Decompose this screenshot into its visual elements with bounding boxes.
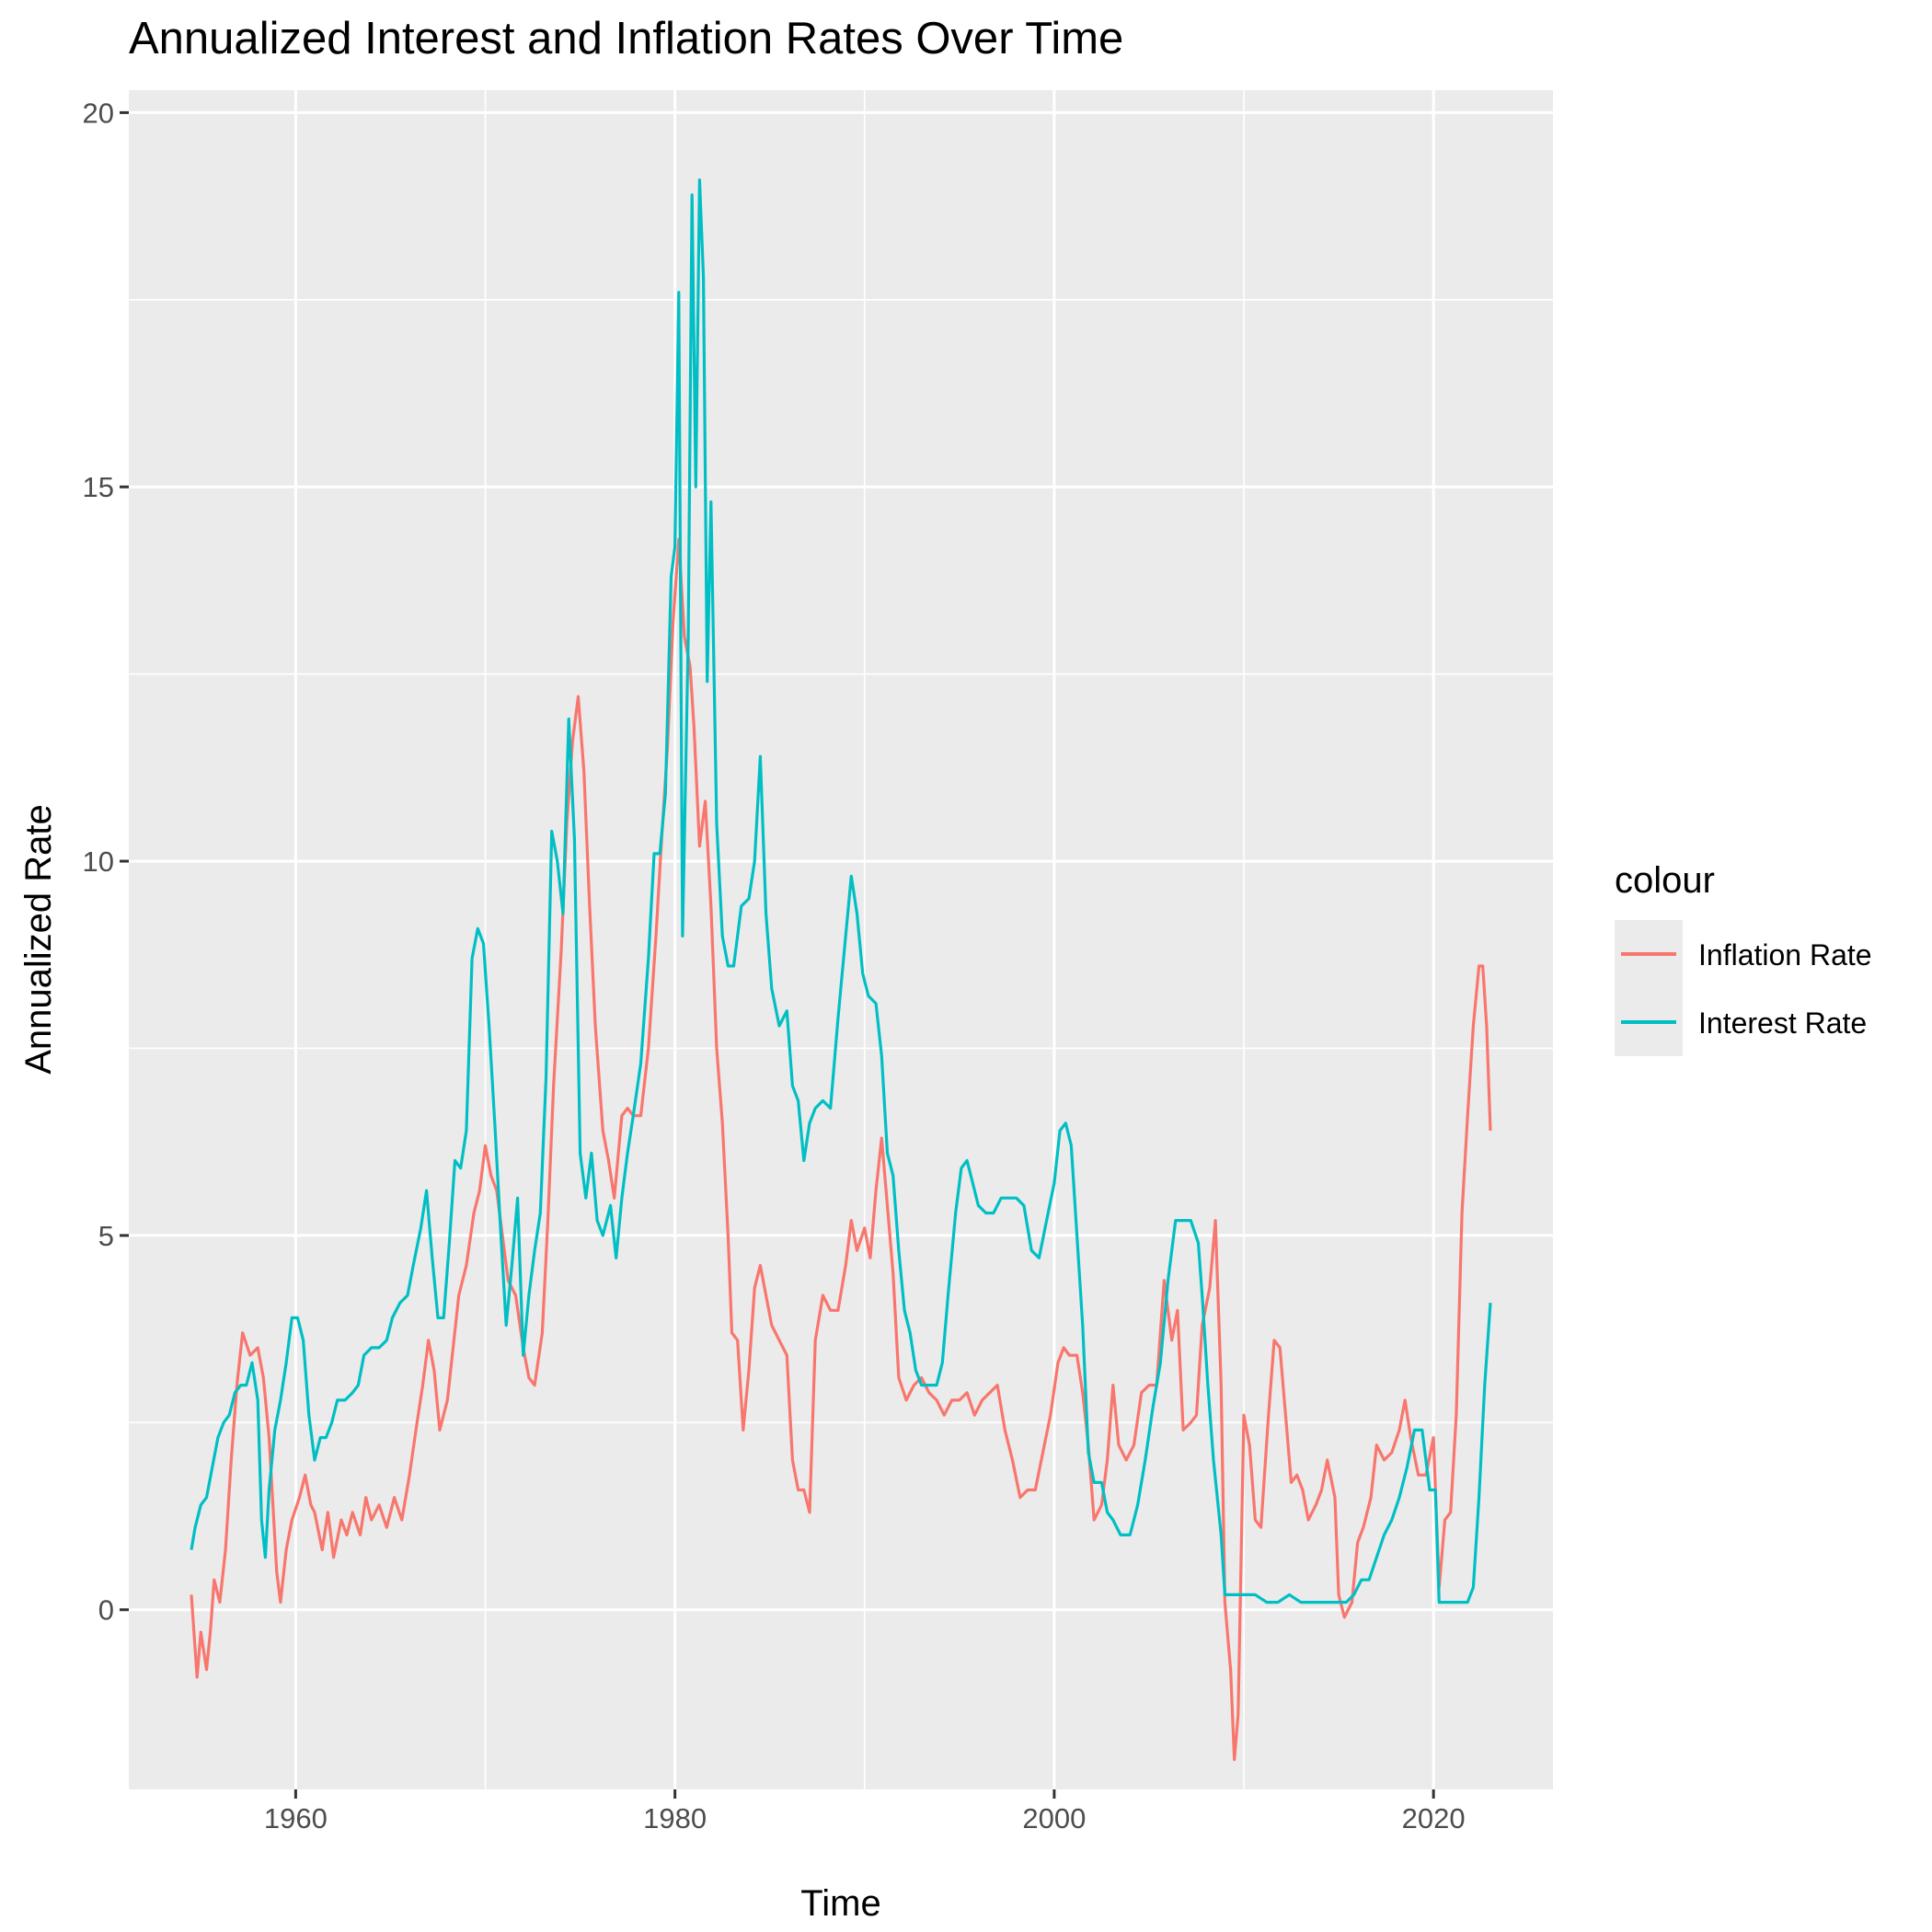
tick-labels: 1960 1980 2000 2020 0 5 10 15 20 bbox=[83, 97, 1466, 1834]
x-tick-label: 2000 bbox=[1022, 1802, 1086, 1834]
x-axis-title: Time bbox=[800, 1883, 880, 1924]
y-tick-label: 5 bbox=[98, 1220, 114, 1252]
legend-label-interest-rate: Interest Rate bbox=[1698, 1006, 1867, 1040]
legend-key-background bbox=[1615, 920, 1683, 1056]
legend: colour Inflation Rate Interest Rate bbox=[1615, 860, 1872, 1056]
y-tick-label: 15 bbox=[83, 471, 114, 503]
major-gridlines bbox=[129, 90, 1553, 1789]
plot-panel bbox=[129, 90, 1553, 1789]
legend-title: colour bbox=[1615, 860, 1715, 901]
y-tick-label: 0 bbox=[98, 1594, 114, 1627]
y-tick-label: 20 bbox=[83, 97, 114, 129]
minor-gridlines bbox=[129, 90, 1553, 1789]
x-tick-label: 2020 bbox=[1402, 1802, 1466, 1834]
series-line-inflation-rate bbox=[190, 537, 1492, 1762]
series-layer bbox=[190, 178, 1492, 1762]
chart-title: Annualized Interest and Inflation Rates … bbox=[129, 14, 1123, 63]
y-axis-title: Annualized Rate bbox=[18, 804, 59, 1075]
legend-label-inflation-rate: Inflation Rate bbox=[1698, 938, 1872, 972]
y-tick-label: 10 bbox=[83, 845, 114, 878]
x-tick-label: 1960 bbox=[264, 1802, 328, 1834]
x-tick-label: 1980 bbox=[643, 1802, 707, 1834]
series-line-interest-rate bbox=[190, 178, 1492, 1604]
axis-ticks bbox=[120, 110, 1435, 1799]
